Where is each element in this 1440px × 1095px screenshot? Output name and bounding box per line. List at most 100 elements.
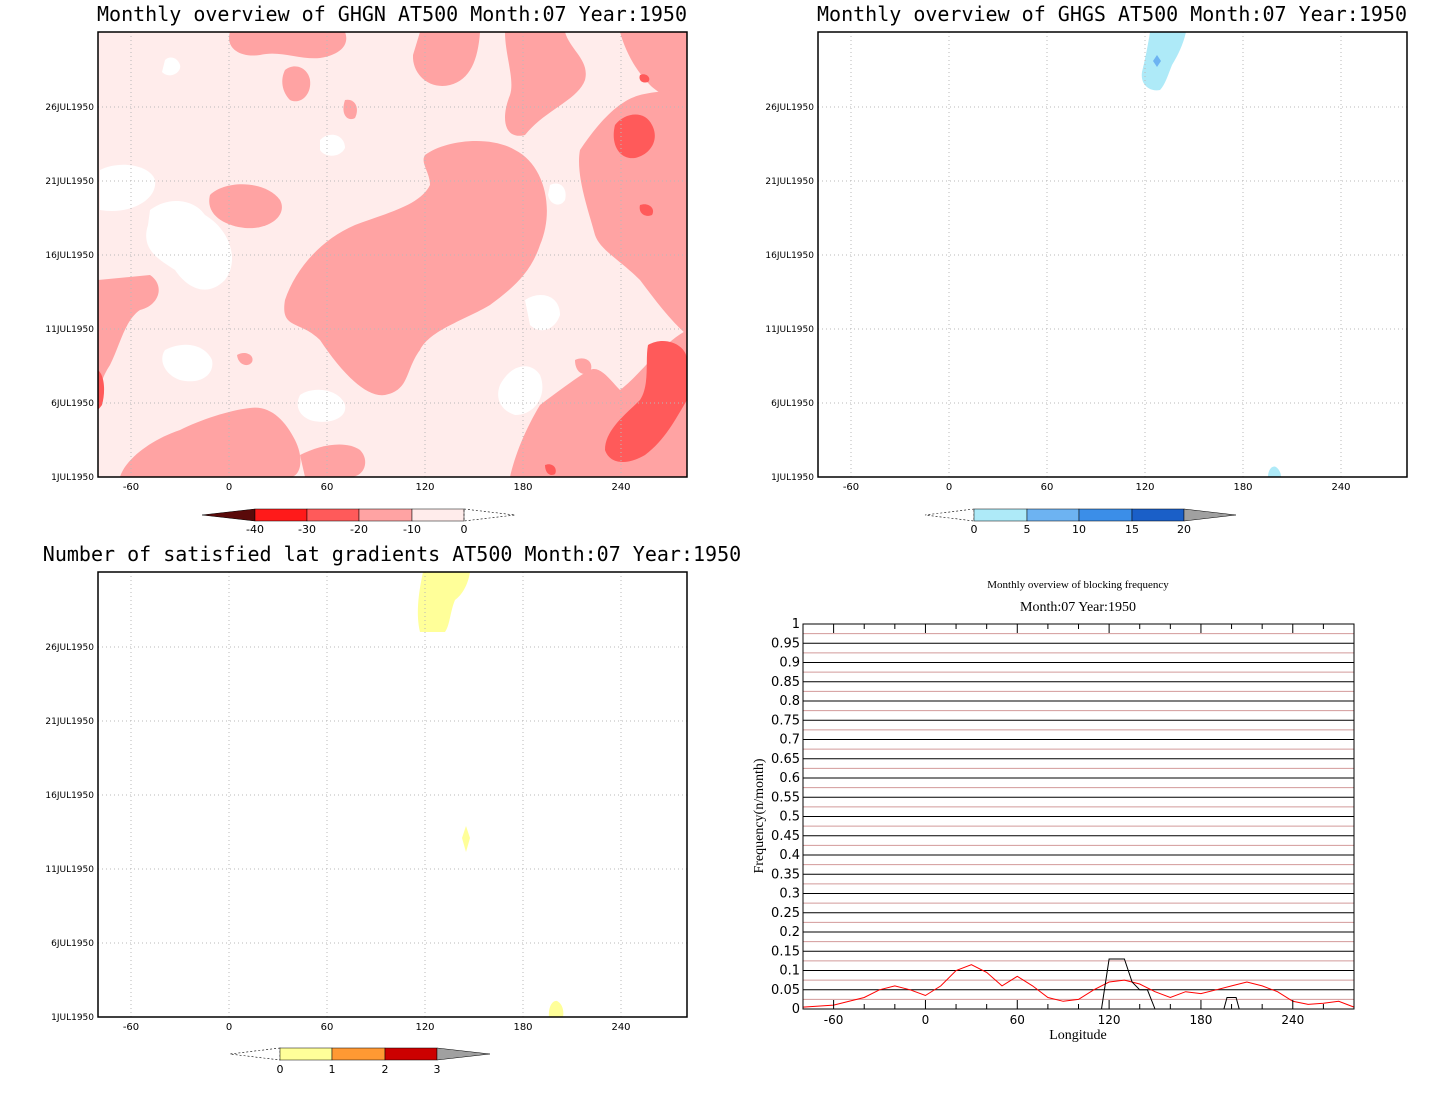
y-tick-label: 0.6 [779, 771, 800, 786]
x-tick-label: 0 [226, 1022, 232, 1033]
y-tick-label: 6JUL1950 [771, 399, 814, 409]
freq-grid [803, 623, 1354, 1010]
x-tick-label: 240 [611, 1022, 630, 1033]
ghgn-field [98, 32, 687, 477]
y-tick-label: 1JUL1950 [771, 473, 814, 483]
y-tick-label: 0.4 [779, 848, 800, 863]
freq-panel: Monthly overview of blocking frequency M… [752, 579, 1355, 1043]
y-tick-label: 1 [792, 617, 800, 632]
freq-y-axis: 1 0.95 0.9 0.85 0.8 0.75 0.7 0.65 0.6 0.55 0.5 0.45… [771, 617, 800, 1017]
ghgn-colorbar: -40 -30 -20 -10 0 [201, 508, 516, 536]
y-tick-label: 0 [792, 1002, 800, 1017]
x-tick-label: -60 [824, 1013, 844, 1027]
colorbar-label: 1 [329, 1063, 336, 1076]
blocking-event-line [1101, 958, 1156, 1010]
y-tick-label: 0.95 [771, 636, 800, 651]
y-tick-label: 26JUL1950 [45, 103, 94, 113]
freq-subtitle: Month:07 Year:1950 [1020, 600, 1136, 615]
y-tick-label: 0.8 [779, 694, 800, 709]
colorbar-swatch [331, 1047, 386, 1061]
x-tick-label: 180 [513, 1022, 532, 1033]
lat-title: Number of satisfied lat gradients AT500 … [43, 542, 741, 566]
lat-x-axis: -60 0 60 120 180 240 [123, 1022, 631, 1033]
colorbar-over-triangle [436, 1047, 491, 1061]
y-tick-label: 16JUL1950 [45, 791, 94, 801]
ghgs-grid [818, 32, 1407, 477]
y-tick-label: 0.3 [779, 887, 800, 902]
ghgs-title: Monthly overview of GHGS AT500 Month:07 … [817, 2, 1407, 26]
y-tick-label: 21JUL1950 [45, 177, 94, 187]
colorbar-label: 15 [1125, 523, 1139, 536]
ghgn-title: Monthly overview of GHGN AT500 Month:07 … [97, 2, 687, 26]
colorbar-label: 2 [382, 1063, 389, 1076]
lat-frame [97, 571, 688, 1018]
y-tick-label: 0.75 [771, 713, 800, 728]
colorbar-swatch [384, 1047, 438, 1061]
colorbar-label: 20 [1177, 523, 1191, 536]
y-tick-label: 0.55 [771, 790, 800, 805]
ghgs-field [1141, 32, 1281, 477]
ghgn-y-axis: 26JUL1950 21JUL1950 16JUL1950 11JUL1950 … [45, 103, 94, 483]
lat-panel: Number of satisfied lat gradients AT500 … [43, 542, 741, 1076]
freq-xlabel: Longitude [1049, 1028, 1107, 1043]
y-tick-label: 0.25 [771, 906, 800, 921]
x-tick-label: 180 [513, 482, 532, 493]
x-tick-label: 60 [1010, 1013, 1025, 1027]
x-tick-label: 0 [226, 482, 232, 493]
lat-field [417, 572, 564, 1017]
y-tick-label: 21JUL1950 [765, 177, 814, 187]
freq-ylabel: Frequency(n/month) [752, 758, 767, 873]
colorbar-label: -40 [246, 523, 264, 536]
y-tick-label: 26JUL1950 [45, 643, 94, 653]
x-tick-label: 60 [1041, 482, 1054, 493]
colorbar-label: 10 [1072, 523, 1086, 536]
y-tick-label: 0.5 [779, 810, 800, 825]
y-tick-label: 0.35 [771, 867, 800, 882]
ghgn-x-axis: -60 0 60 120 180 240 [123, 482, 631, 493]
x-tick-label: 240 [611, 482, 630, 493]
x-tick-label: 0 [922, 1013, 930, 1027]
colorbar-label: 5 [1024, 523, 1031, 536]
x-tick-label: -60 [843, 482, 859, 493]
y-tick-label: 11JUL1950 [45, 865, 94, 875]
ghgn-panel: Monthly overview of GHGN AT500 Month:07 … [45, 2, 688, 536]
y-tick-label: 0.65 [771, 752, 800, 767]
x-tick-label: 180 [1233, 482, 1252, 493]
x-tick-label: 60 [321, 482, 334, 493]
lat-y-axis: 26JUL1950 21JUL1950 16JUL1950 11JUL1950 … [45, 643, 94, 1023]
x-tick-label: 180 [1189, 1013, 1212, 1027]
freq-title: Monthly overview of blocking frequency [987, 579, 1169, 591]
y-tick-label: 0.85 [771, 675, 800, 690]
x-tick-label: 120 [415, 1022, 434, 1033]
colorbar-under-triangle [924, 508, 975, 522]
colorbar-swatch [1078, 508, 1133, 522]
y-tick-label: 16JUL1950 [765, 251, 814, 261]
ghgn-frame [97, 31, 688, 478]
y-tick-label: 0.1 [779, 964, 800, 979]
colorbar-swatch [306, 508, 360, 522]
freq-series-group [802, 958, 1355, 1010]
colorbar-label: 0 [461, 523, 468, 536]
colorbar-swatch [973, 508, 1028, 522]
lat-grid [98, 572, 687, 1017]
y-tick-label: 6JUL1950 [51, 939, 94, 949]
y-tick-label: 0.45 [771, 829, 800, 844]
y-tick-label: 11JUL1950 [45, 325, 94, 335]
y-tick-label: 0.15 [771, 944, 800, 959]
lat-colorbar: 0 1 2 3 [229, 1047, 491, 1076]
colorbar-swatch [1026, 508, 1080, 522]
y-tick-label: 1JUL1950 [51, 473, 94, 483]
colorbar-swatch [411, 508, 465, 522]
x-tick-label: -60 [123, 482, 139, 493]
colorbar-under-triangle [201, 508, 256, 522]
colorbar-label: 0 [277, 1063, 284, 1076]
ghgs-panel: Monthly overview of GHGS AT500 Month:07 … [765, 2, 1408, 536]
y-tick-label: 0.2 [779, 925, 800, 940]
blocking-frequency-line [802, 964, 1355, 1008]
y-tick-label: 26JUL1950 [765, 103, 814, 113]
colorbar-label: 0 [971, 523, 978, 536]
ghgs-x-axis: -60 0 60 120 180 240 [843, 482, 1351, 493]
colorbar-label: 3 [434, 1063, 441, 1076]
y-tick-label: 1JUL1950 [51, 1013, 94, 1023]
